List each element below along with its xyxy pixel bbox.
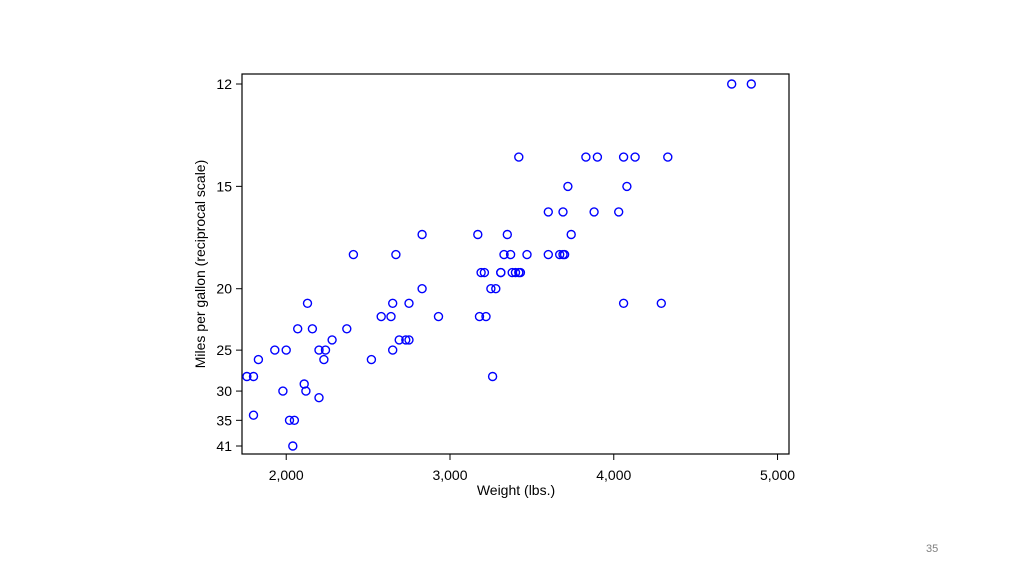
data-point: [253, 354, 264, 365]
data-point: [376, 311, 386, 322]
data-point: [288, 441, 298, 451]
data-point: [486, 284, 496, 294]
data-point: [499, 249, 509, 260]
data-point: [505, 249, 516, 260]
data-point: [474, 311, 485, 322]
data-point: [618, 298, 629, 308]
data-point: [543, 249, 553, 260]
data-point: [319, 354, 329, 365]
data-point: [270, 345, 280, 355]
data-point: [302, 298, 313, 308]
y-tick-label: 41: [216, 438, 232, 454]
data-point: [581, 152, 591, 162]
data-point: [559, 249, 570, 260]
data-point: [502, 229, 512, 240]
x-tick-label: 5,000: [760, 467, 795, 483]
data-point: [284, 415, 295, 425]
y-tick-label: 12: [216, 76, 232, 92]
data-point: [433, 311, 444, 322]
y-tick-label: 30: [216, 383, 232, 399]
data-point: [656, 298, 666, 308]
data-point: [555, 249, 565, 260]
data-point: [242, 371, 252, 382]
plot-frame: [241, 73, 790, 455]
data-point: [663, 152, 673, 162]
data-point: [558, 207, 568, 217]
y-axis-title: Miles per gallon (reciprocal scale): [192, 160, 208, 369]
data-point: [496, 267, 506, 278]
x-axis-title: Weight (lbs.): [477, 482, 555, 498]
data-point: [366, 354, 377, 365]
data-point: [563, 181, 573, 192]
page-number: 35: [926, 543, 939, 555]
data-point: [348, 249, 359, 260]
y-tick-label: 15: [216, 178, 232, 194]
data-point: [618, 152, 629, 162]
x-tick-label: 2,000: [269, 467, 304, 483]
data-point: [388, 298, 398, 308]
data-point: [510, 267, 521, 278]
data-point: [522, 249, 532, 260]
data-point: [293, 324, 303, 334]
data-point: [404, 335, 414, 345]
data-point: [301, 386, 311, 396]
x-tick-label: 3,000: [432, 467, 467, 483]
data-point: [727, 79, 737, 89]
data-point: [307, 324, 318, 334]
data-point: [622, 181, 632, 192]
data-point: [515, 267, 526, 278]
x-axis: 2,000 3,000 4,000 5,000: [269, 454, 795, 483]
data-point: [487, 371, 498, 382]
data-point: [630, 152, 640, 162]
data-point: [746, 79, 756, 89]
data-point: [514, 152, 524, 162]
data-point: [391, 249, 401, 260]
data-point: [320, 345, 331, 355]
data-point: [314, 345, 324, 355]
data-point: [417, 229, 427, 240]
data-point: [386, 311, 396, 322]
data-point: [592, 152, 603, 162]
data-points: [242, 79, 756, 451]
y-tick-label: 25: [216, 342, 232, 358]
data-point: [289, 415, 300, 425]
data-point: [281, 345, 291, 355]
data-point: [314, 393, 324, 403]
data-point: [481, 311, 491, 322]
x-tick-label: 4,000: [596, 467, 631, 483]
data-point: [491, 284, 501, 294]
data-point: [476, 267, 486, 278]
data-point: [417, 284, 427, 294]
data-point: [342, 324, 352, 334]
data-point: [589, 207, 599, 217]
data-point: [394, 335, 404, 345]
data-point: [248, 371, 259, 382]
data-point: [401, 335, 411, 345]
data-point: [473, 229, 483, 240]
data-point: [566, 229, 576, 240]
data-point: [404, 298, 414, 308]
data-point: [278, 386, 288, 396]
data-point: [248, 410, 259, 420]
data-point: [327, 335, 337, 345]
y-tick-label: 35: [216, 412, 232, 428]
data-point: [543, 207, 553, 217]
y-axis: 12 15 20 25 30 35 41: [216, 76, 242, 454]
data-point: [388, 345, 398, 355]
y-tick-label: 20: [216, 281, 232, 297]
data-point: [479, 267, 490, 278]
data-point: [614, 207, 624, 217]
